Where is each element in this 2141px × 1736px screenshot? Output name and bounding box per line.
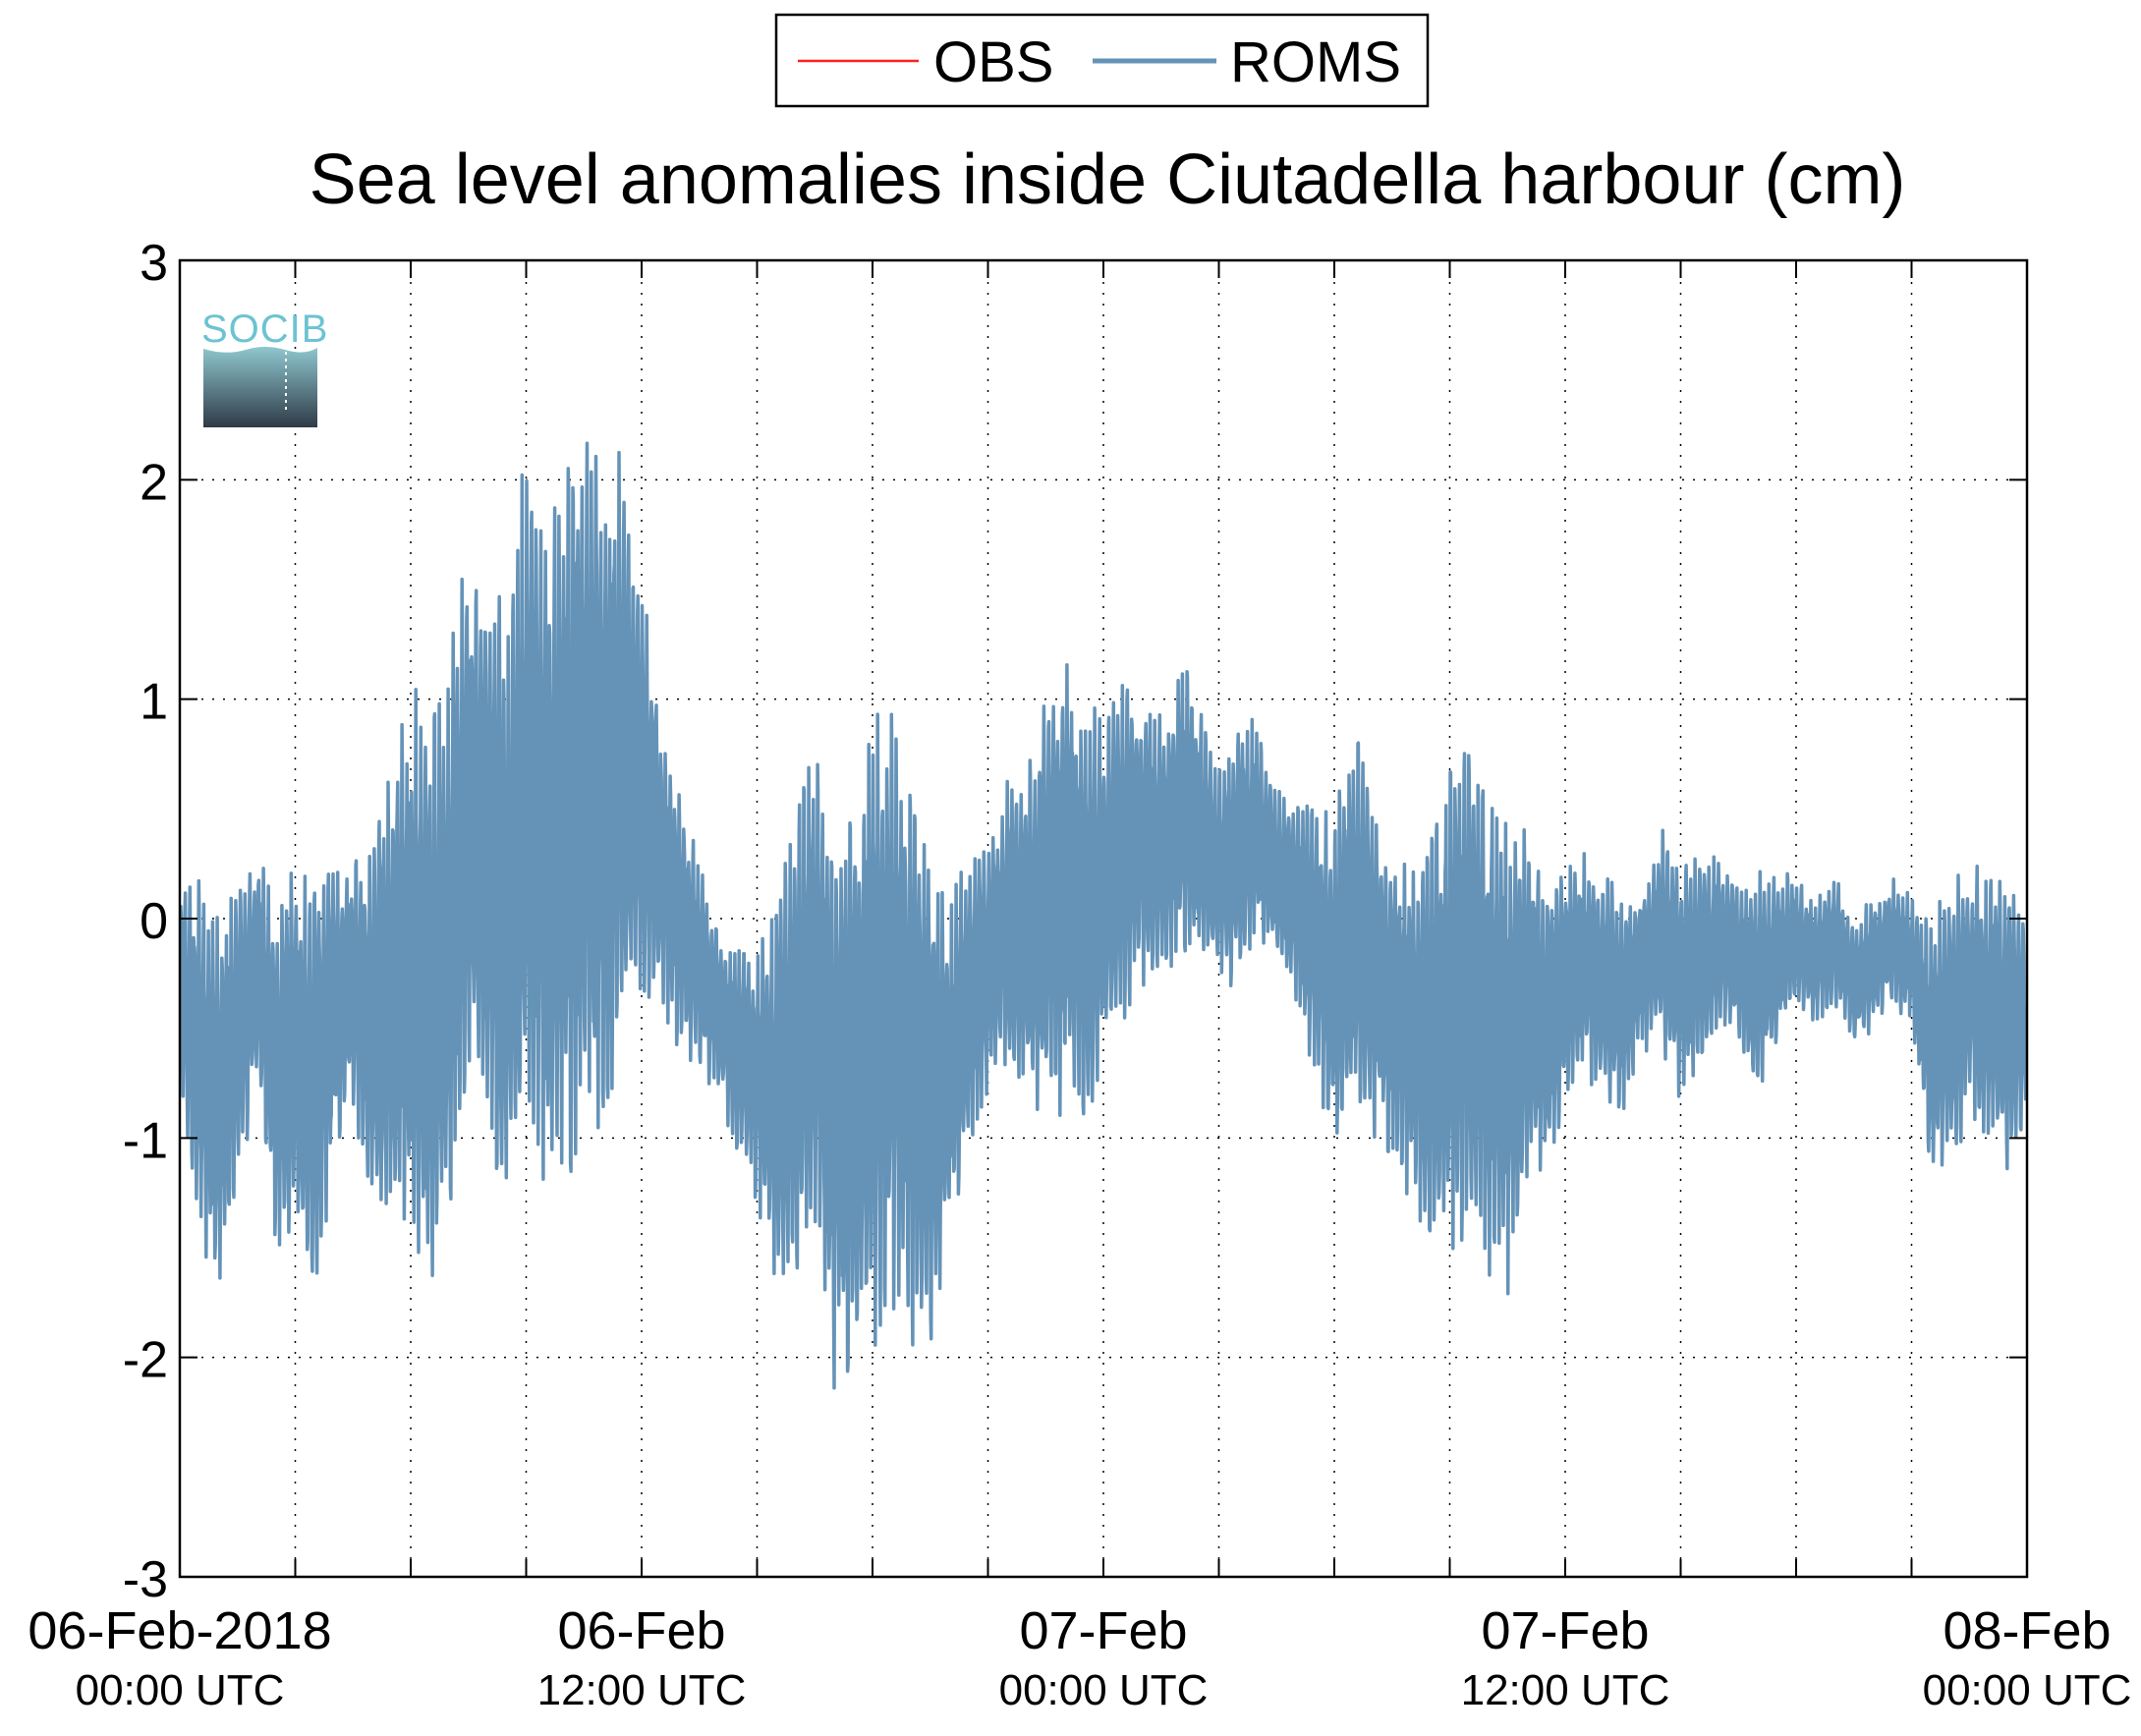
series-line-roms <box>180 441 2027 1390</box>
y-tick-label: -3 <box>123 1551 168 1608</box>
chart-title: Sea level anomalies inside Ciutadella ha… <box>310 140 1906 219</box>
legend-label-roms: ROMS <box>1230 30 1401 94</box>
x-tick-label-date: 07-Feb <box>1481 1601 1649 1660</box>
x-tick-label-date: 07-Feb <box>1019 1601 1187 1660</box>
x-tick-label-date: 06-Feb <box>557 1601 725 1660</box>
socib-logo: SOCIB <box>201 308 328 427</box>
legend: OBS ROMS <box>774 13 1430 108</box>
y-tick-label: 1 <box>140 674 168 731</box>
legend-label-obs: OBS <box>933 30 1054 94</box>
y-tick-labels: 3 2 1 0 -1 -2 -3 <box>123 235 168 1608</box>
tick-marks <box>180 259 2027 1578</box>
x-tick-label-time: 12:00 UTC <box>1461 1666 1670 1714</box>
y-tick-label: 3 <box>140 235 168 292</box>
series-layer <box>180 441 2027 1390</box>
y-tick-label: 0 <box>140 893 168 950</box>
socib-logo-wave <box>203 347 317 427</box>
x-tick-labels: 06-Feb-2018 00:00 UTC 06-Feb 12:00 UTC 07-Fe… <box>28 1601 2131 1714</box>
y-tick-label: -1 <box>123 1112 168 1169</box>
socib-logo-text: SOCIB <box>201 308 328 351</box>
x-tick-label-time: 00:00 UTC <box>1923 1666 2132 1714</box>
x-tick-label-time: 12:00 UTC <box>537 1666 747 1714</box>
x-tick-label-time: 00:00 UTC <box>999 1666 1209 1714</box>
y-tick-label: -2 <box>123 1332 168 1389</box>
x-tick-label-date: 06-Feb-2018 <box>28 1601 331 1660</box>
y-tick-label: 2 <box>140 454 168 511</box>
x-tick-label-time: 00:00 UTC <box>76 1666 285 1714</box>
x-tick-label-date: 08-Feb <box>1943 1601 2111 1660</box>
